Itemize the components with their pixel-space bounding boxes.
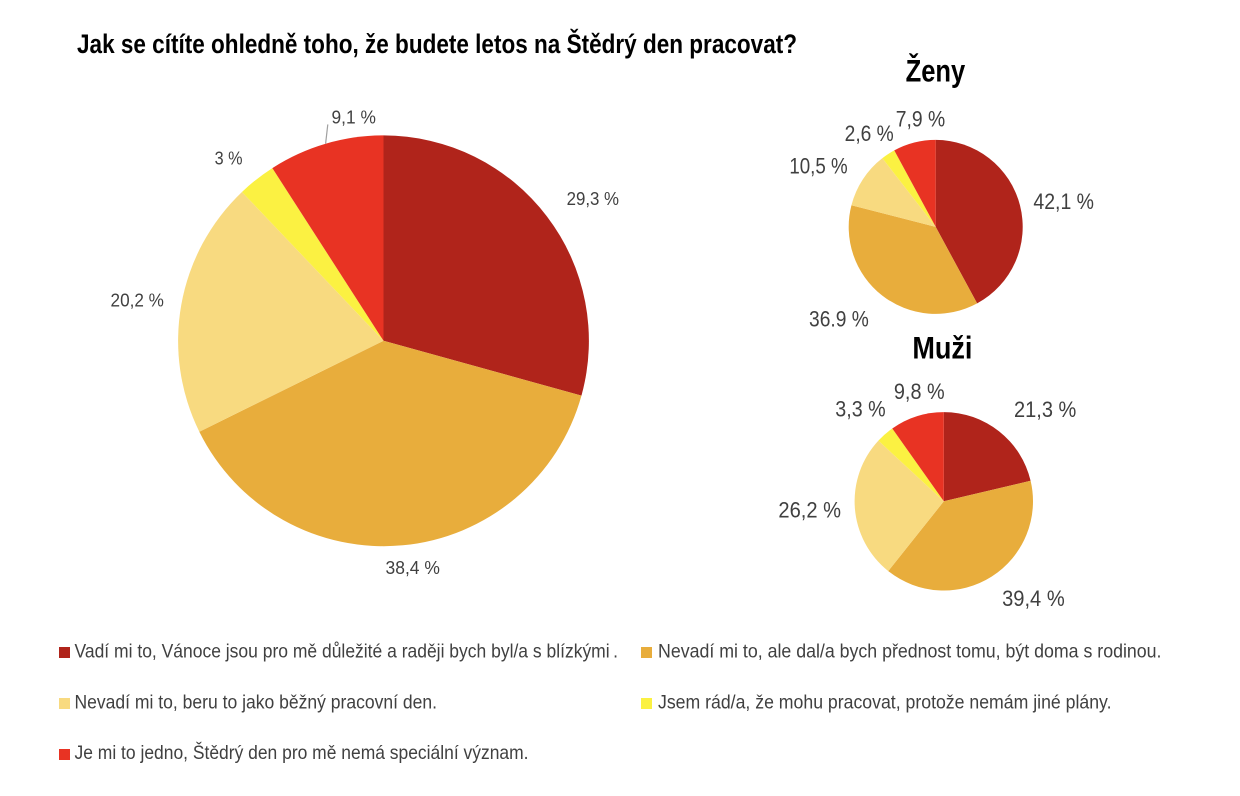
svg-text:29,3 %: 29,3 % [567,188,619,209]
svg-text:20,2 %: 20,2 % [111,289,164,310]
svg-text:10,5 %: 10,5 % [789,154,847,179]
svg-text:38,4 %: 38,4 % [386,557,440,578]
svg-text:Vadí mi to, Vánoce jsou pro mě: Vadí mi to, Vánoce jsou pro mě důležité … [75,641,619,663]
svg-text:2,6 %: 2,6 % [845,121,894,146]
svg-text:Jsem rád/a, že mohu pracovat,: Jsem rád/a, že mohu pracovat, protože ne… [658,691,1112,713]
svg-text:21,3 %: 21,3 % [1014,397,1076,422]
svg-text:39,4 %: 39,4 % [1002,586,1065,611]
svg-text:Nevadí mi to, ale dal/a bych p: Nevadí mi to, ale dal/a bych přednost to… [658,641,1162,663]
svg-text:3,3 %: 3,3 % [835,397,885,422]
svg-text:Jak se cítíte ohledně toho, že: Jak se cítíte ohledně toho, že budete le… [77,28,797,59]
svg-text:7,9 %: 7,9 % [896,106,945,131]
svg-text:3 %: 3 % [215,148,243,169]
svg-text:Ženy: Ženy [906,52,966,88]
svg-text:Nevadí mi to, beru to jako běž: Nevadí mi to, beru to jako běžný pracovn… [75,691,438,713]
svg-text:26,2 %: 26,2 % [778,497,841,522]
svg-text:9,8 %: 9,8 % [894,379,945,404]
svg-text:Muži: Muži [912,330,972,366]
svg-text:Je mi to jedno, Štědrý den pro: Je mi to jedno, Štědrý den pro mě nemá s… [75,741,529,764]
svg-text:9,1 %: 9,1 % [332,107,376,128]
svg-text:36.9 %: 36.9 % [809,307,869,332]
svg-text:42,1 %: 42,1 % [1033,189,1094,214]
